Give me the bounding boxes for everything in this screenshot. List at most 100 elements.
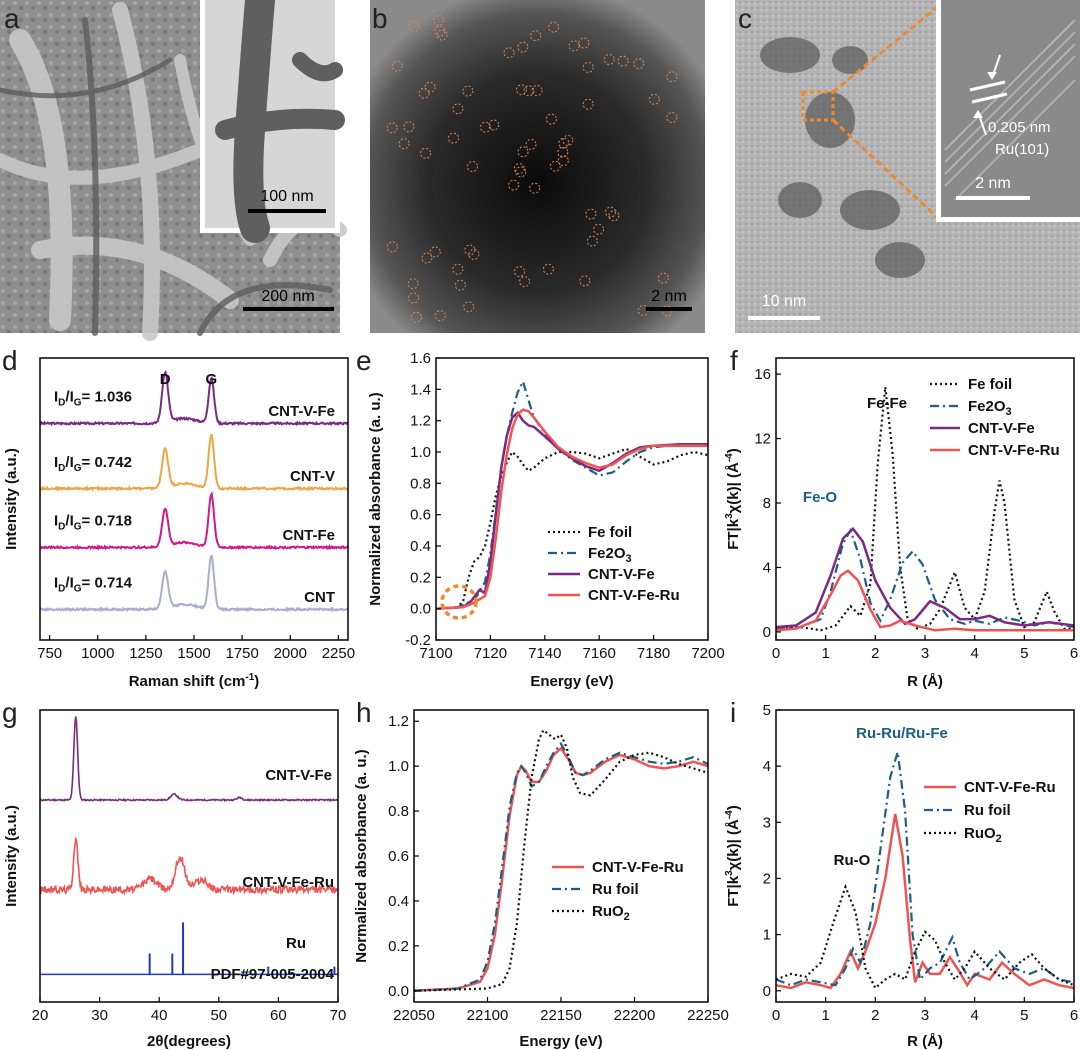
y-tick-label: -0.2 xyxy=(405,632,431,649)
nanoparticle-marker xyxy=(545,113,557,125)
legend-label-fe2o3: Fe2O3 xyxy=(968,398,1012,418)
nanoparticle-marker xyxy=(523,85,535,97)
y-tick-label: 1.0 xyxy=(410,444,431,461)
nanoparticle-marker xyxy=(408,292,419,304)
y-tick-label: 4 xyxy=(763,758,771,775)
scale-bar-a: 200 nm xyxy=(243,288,334,311)
scale-bar-c xyxy=(748,316,820,320)
micrograph-b: 2 nm xyxy=(370,0,705,333)
raman-line-cnt-v xyxy=(39,433,349,492)
panel-letter-d: d xyxy=(2,345,18,376)
nanoparticle-marker xyxy=(467,161,478,172)
nanoparticle-marker xyxy=(429,246,441,258)
nanoparticle-marker xyxy=(558,137,570,149)
x-tick-label: 70 xyxy=(330,1007,347,1024)
nanoparticle-marker xyxy=(557,155,569,167)
intensity-ratio-cnt-v: ID/IG= 0.742 xyxy=(54,454,132,474)
chart-i: 0 1 2 3 4 5 6 0 1 2 3 4 5 Ru-Ru/Ru-Fe Ru-O CNT-V-Fe-… xyxy=(724,702,1078,1050)
nanoparticle-marker xyxy=(420,147,432,159)
nanoparticle-marker xyxy=(549,160,561,172)
raman-line-cnt xyxy=(39,554,349,613)
legend-label-ruo2: RuO2 xyxy=(592,903,630,923)
nanoparticle-marker xyxy=(454,279,466,291)
intensity-ratio-cnt-v-fe: ID/IG= 1.036 xyxy=(54,389,132,409)
nanoparticle-marker xyxy=(508,179,520,191)
nanoparticle-marker xyxy=(387,241,398,253)
x-tick-label: 60 xyxy=(270,1007,287,1024)
x-tick-label: 5 xyxy=(1020,645,1028,662)
nanoparticle-marker xyxy=(480,121,491,133)
nanoparticle-marker xyxy=(421,252,433,264)
x-tick-label: 2 xyxy=(871,645,879,662)
annotation-fe-o: Fe-O xyxy=(803,489,838,506)
nanoparticle-marker xyxy=(515,166,527,178)
y-tick-label: 1.2 xyxy=(410,413,431,430)
y-axis-label-d: Intensity (a.u.) xyxy=(3,448,20,550)
scale-label-a: 200 nm xyxy=(261,288,314,305)
y-tick-label: 0 xyxy=(763,983,771,1000)
series-label-cnt: CNT xyxy=(304,589,335,606)
annotation-fe-fe: Fe-Fe xyxy=(867,395,907,412)
y-axis-label-e: Normalized absorbance (a. u.) xyxy=(367,392,384,605)
scale-bar-b: 2 nm xyxy=(646,288,692,311)
nanoparticle-marker xyxy=(648,93,660,105)
x-tick-label: 3 xyxy=(921,1007,929,1024)
x-tick-label: 20 xyxy=(32,1007,49,1024)
nanoparticle-marker xyxy=(407,278,419,290)
xrd-pattern-cnt-v-fe xyxy=(39,716,339,803)
nanoparticle-marker xyxy=(531,85,543,96)
nanoparticle-marker xyxy=(586,235,598,247)
nanoparticle-marker xyxy=(585,208,597,220)
x-axis-label-e: Energy (eV) xyxy=(530,673,613,690)
nanoparticle-marker xyxy=(603,54,615,65)
y-tick-label: 12 xyxy=(754,431,771,448)
nanoparticle-marker xyxy=(418,87,430,99)
series-line-cnt-v-fe xyxy=(436,410,708,610)
y-axis-label-g: Intensity (a.u.) xyxy=(3,805,20,907)
nanoparticle-marker xyxy=(529,182,541,194)
x-tick-label: 40 xyxy=(151,1007,168,1024)
nanoparticle-marker xyxy=(503,47,515,59)
y-tick-label: 1.4 xyxy=(410,381,431,398)
nanoparticle-marker xyxy=(530,30,542,42)
x-tick-label: 4 xyxy=(970,1007,978,1024)
y-tick-label: 8 xyxy=(763,495,771,512)
y-tick-label: 0.4 xyxy=(410,538,431,555)
series-label-cnt-v: CNT-V xyxy=(290,468,335,485)
x-tick-label: 1 xyxy=(821,645,829,662)
raman-line-cnt-v-fe xyxy=(39,369,349,427)
annotation-ru-o: Ru-O xyxy=(834,852,871,869)
x-tick-label: 1500 xyxy=(177,645,210,662)
y-tick-label: 0.0 xyxy=(388,983,409,1000)
panel-letter-h: h xyxy=(356,697,372,728)
nanoparticle-marker xyxy=(517,146,529,158)
y-axis-label-f: FT|k3χ(k)| (Å-4) xyxy=(724,448,742,550)
nanoparticle-marker xyxy=(579,275,591,287)
nanoparticle-marker xyxy=(436,29,448,41)
y-tick-label: 2 xyxy=(763,870,771,887)
legend-label-cnt-v-fe-ru: CNT-V-Fe-Ru xyxy=(588,587,680,604)
x-axis-label-h: Energy (eV) xyxy=(519,1033,602,1050)
series-label-cnt-fe: CNT-Fe xyxy=(283,527,336,544)
series-line-cnt-v-fe xyxy=(776,526,1074,629)
y-tick-label: 1 xyxy=(763,927,771,944)
y-tick-label: 0.6 xyxy=(388,848,409,865)
x-tick-label: 30 xyxy=(91,1007,108,1024)
nanoparticle-marker xyxy=(468,248,480,260)
x-tick-label: 3 xyxy=(921,645,929,662)
x-tick-label: 1000 xyxy=(81,645,114,662)
series-label-cnt-v-fe-ru-xrd: CNT-V-Fe-Ru xyxy=(242,874,334,891)
reference-card-label: PDF#97-005-2004 xyxy=(211,966,335,983)
nanoparticle-marker xyxy=(410,311,422,323)
intensity-ratio-cnt: ID/IG= 0.714 xyxy=(54,575,133,595)
nanoparticle-marker xyxy=(516,84,527,96)
legend-label-ru-foil: Ru foil xyxy=(964,802,1011,819)
nanoparticle-marker xyxy=(582,61,594,73)
nanoparticle-marker xyxy=(525,138,537,150)
nanoparticle-marker xyxy=(391,60,403,72)
legend-label-fe-foil: Fe foil xyxy=(588,524,632,541)
series-line-ru-foil xyxy=(414,741,708,992)
micrograph-a: 100 nm 200 nm xyxy=(0,0,347,341)
